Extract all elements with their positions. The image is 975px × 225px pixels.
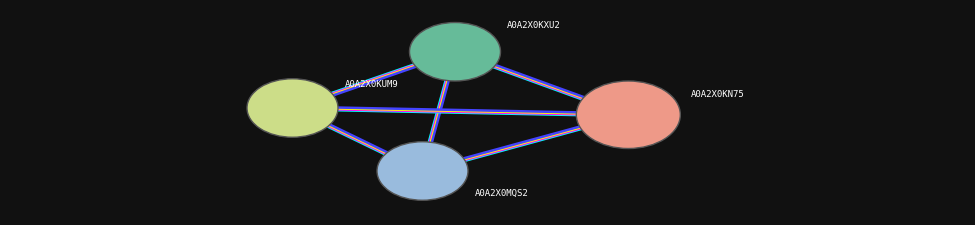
Text: A0A2X0KUM9: A0A2X0KUM9 xyxy=(344,80,398,89)
Text: A0A2X0KXU2: A0A2X0KXU2 xyxy=(507,21,561,30)
Ellipse shape xyxy=(410,22,500,81)
Ellipse shape xyxy=(576,81,681,148)
Ellipse shape xyxy=(247,79,338,137)
Text: A0A2X0MQS2: A0A2X0MQS2 xyxy=(475,189,528,198)
Text: A0A2X0KN75: A0A2X0KN75 xyxy=(691,90,745,99)
Ellipse shape xyxy=(377,142,468,200)
